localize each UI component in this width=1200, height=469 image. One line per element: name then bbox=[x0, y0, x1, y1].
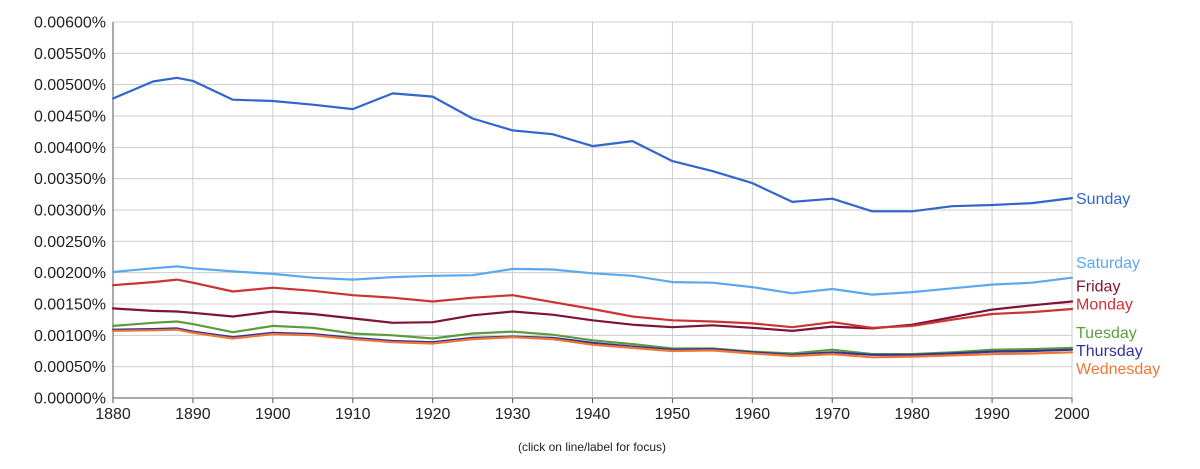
x-tick-label: 2000 bbox=[1054, 406, 1090, 423]
x-tick-label: 1950 bbox=[655, 406, 691, 423]
x-tick-label: 1880 bbox=[95, 406, 131, 423]
x-tick-label: 1940 bbox=[575, 406, 611, 423]
y-tick-label: 0.00300% bbox=[34, 203, 106, 220]
series-line-thursday[interactable] bbox=[111, 327, 1074, 356]
y-tick-label: 0.00050% bbox=[34, 359, 106, 376]
focus-hint: (click on line/label for focus) bbox=[518, 440, 666, 454]
y-tick-label: 0.00550% bbox=[34, 46, 106, 63]
series-line-wednesday[interactable] bbox=[111, 328, 1074, 359]
x-tick-label: 1920 bbox=[415, 406, 451, 423]
series-label-friday[interactable]: Friday bbox=[1076, 279, 1120, 296]
series-label-sunday[interactable]: Sunday bbox=[1076, 191, 1130, 208]
y-tick-label: 0.00000% bbox=[34, 391, 106, 408]
x-tick-label: 1980 bbox=[894, 406, 930, 423]
x-tick-label: 1960 bbox=[735, 406, 771, 423]
y-tick-label: 0.00200% bbox=[34, 265, 106, 282]
y-tick-label: 0.00250% bbox=[34, 234, 106, 251]
x-tick-label: 1970 bbox=[814, 406, 850, 423]
x-tick-label: 1990 bbox=[974, 406, 1010, 423]
y-tick-label: 0.00500% bbox=[34, 77, 106, 94]
series-label-saturday[interactable]: Saturday bbox=[1076, 255, 1140, 272]
series-label-tuesday[interactable]: Tuesday bbox=[1076, 325, 1137, 342]
series-line-saturday[interactable] bbox=[111, 265, 1074, 296]
x-tick-label: 1930 bbox=[495, 406, 531, 423]
y-tick-label: 0.00100% bbox=[34, 328, 106, 345]
series-label-monday[interactable]: Monday bbox=[1076, 297, 1133, 314]
y-tick-label: 0.00400% bbox=[34, 140, 106, 157]
x-axis-tick-labels: 1880 1890 1900 1910 1920 1930 1940 1950 1960 1970… bbox=[95, 406, 1090, 423]
series-label-thursday[interactable]: Thursday bbox=[1076, 343, 1143, 360]
y-tick-label: 0.00450% bbox=[34, 109, 106, 126]
y-tick-label: 0.00350% bbox=[34, 171, 106, 188]
y-tick-label: 0.00600% bbox=[34, 15, 106, 32]
series-line-sunday[interactable] bbox=[111, 76, 1074, 213]
x-tick-label: 1890 bbox=[175, 406, 211, 423]
y-tick-label: 0.00150% bbox=[34, 297, 106, 314]
y-axis-tick-labels: 0.00000% 0.00050% 0.00100% 0.00150% 0.00200%… bbox=[34, 15, 106, 408]
x-tick-label: 1900 bbox=[255, 406, 291, 423]
gridlines bbox=[112, 21, 1073, 403]
series-line-monday[interactable] bbox=[111, 278, 1074, 329]
x-tick-label: 1910 bbox=[335, 406, 371, 423]
series-lines[interactable] bbox=[111, 76, 1074, 359]
series-label-wednesday[interactable]: Wednesday bbox=[1076, 361, 1160, 378]
